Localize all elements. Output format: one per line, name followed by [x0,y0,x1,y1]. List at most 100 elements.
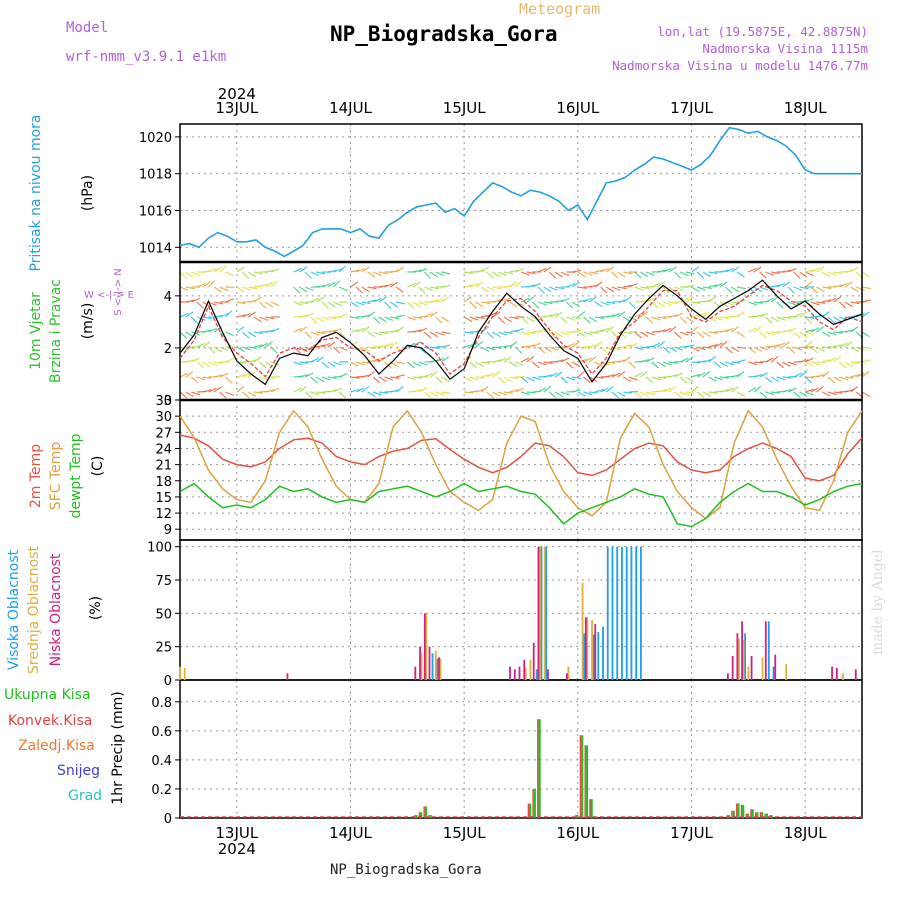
wind-barb [424,312,433,318]
wind-barb [350,316,360,320]
wind-barb [486,331,494,339]
wind-barb [185,391,194,398]
wind-barb [759,286,769,291]
cloud-low-bar [523,660,526,680]
wind-barb [759,372,768,378]
wind-barb [805,316,815,319]
wind-barb [464,271,474,275]
cloud-high-bar [436,658,439,680]
wind-barb [594,376,604,379]
wind-barb [810,286,818,294]
pressure-y-tick-label: 1018 [139,168,172,183]
wind-barb [543,301,553,305]
precip-total-bar [761,812,764,818]
year-label-bottom: 2024 [218,840,256,858]
wind-barb [532,282,541,288]
wind-barb [441,344,451,348]
wind-barb [674,372,683,378]
wind-barb [549,391,557,399]
wind-barb [435,297,445,303]
wind-barb [316,271,326,275]
x-tick-label-top: 18JUL [784,99,827,117]
wind-barb [480,286,490,293]
wind-barb [304,271,312,279]
wind-barb [560,297,570,303]
wind-barb [600,387,609,393]
wind-barb [804,357,814,363]
wind-barb [509,269,519,273]
wind-barb [668,361,678,364]
x-tick-label-bottom: 15JUL [443,824,486,842]
wind-barb [588,355,597,363]
wind-barb [435,376,443,384]
wind-barb [264,301,274,308]
wind-barb [378,316,387,323]
cloud-high-bar [630,546,633,680]
pressure-series-line [179,126,862,258]
wind-barb [316,296,325,303]
wind-barb [520,331,530,336]
precip-total-label: Ukupna Kisa [4,687,91,703]
wind-barb [469,282,479,288]
wind-barb [702,358,712,363]
wind-barb [526,344,536,348]
wind-barb [253,391,263,394]
x-tick-label-bottom: 14JUL [329,824,372,842]
wind-barb [395,314,405,318]
wind-barb [543,314,553,318]
wind-barb [696,286,706,291]
wind-barb [520,271,530,276]
wind-barb [196,342,206,348]
wind-barb [747,346,756,354]
wind-y-tick-label: 4 [164,290,172,305]
wind-barb [634,372,643,378]
wind-barb [338,265,347,273]
temp-y-tick-label: 33 [155,394,172,409]
wind-barb [850,346,859,353]
wind-barb [628,301,636,309]
wind-barb [714,316,723,321]
wind-barb [839,376,849,381]
precip-total-bar [415,815,418,818]
wind-barb [549,312,558,318]
wind-barb [492,286,502,290]
cloud-low-bar [584,617,587,680]
wind-barb [242,271,250,279]
wind-barb [191,357,200,363]
wind-barb [185,371,194,378]
precip-y-tick-label: 0.8 [151,696,172,711]
precip-graupel-label: Grad [68,788,102,804]
cloud-low-bar [428,646,431,680]
wind-barb [338,372,348,378]
wind-barb [293,267,303,273]
wind-barb [572,316,582,320]
wind-barb [702,311,711,318]
wind-barb [435,316,443,324]
wind-barb [242,346,252,351]
cloud-low-bar [854,669,857,680]
cloud-mid-bar [842,673,844,680]
wind-barb [259,316,269,321]
wind-barb [475,281,484,288]
wind-barb [594,388,604,393]
wind-barb [799,331,808,338]
wind-barb [719,388,729,393]
wind-barb [708,331,718,334]
cloud-low-label: Niska Oblacnost [48,553,64,666]
wind-barb [475,316,485,320]
wind-barb [753,314,763,318]
wind-barb [367,311,376,318]
wind-barb [804,331,814,336]
wind-barb [435,391,445,396]
chart-subtitle: Meteogram [519,0,601,18]
precip-y-tick-label: 0 [164,812,172,827]
wind-barb [765,271,775,276]
precip-total-bar [765,813,768,818]
wind-barb [543,286,552,293]
wind-barb [679,331,689,336]
wind-barb [236,266,245,273]
wind-barb [316,344,326,348]
sfc-temp-label: SFC Temp [48,442,64,511]
wind-barb [765,297,774,303]
wind-barb [770,344,780,348]
